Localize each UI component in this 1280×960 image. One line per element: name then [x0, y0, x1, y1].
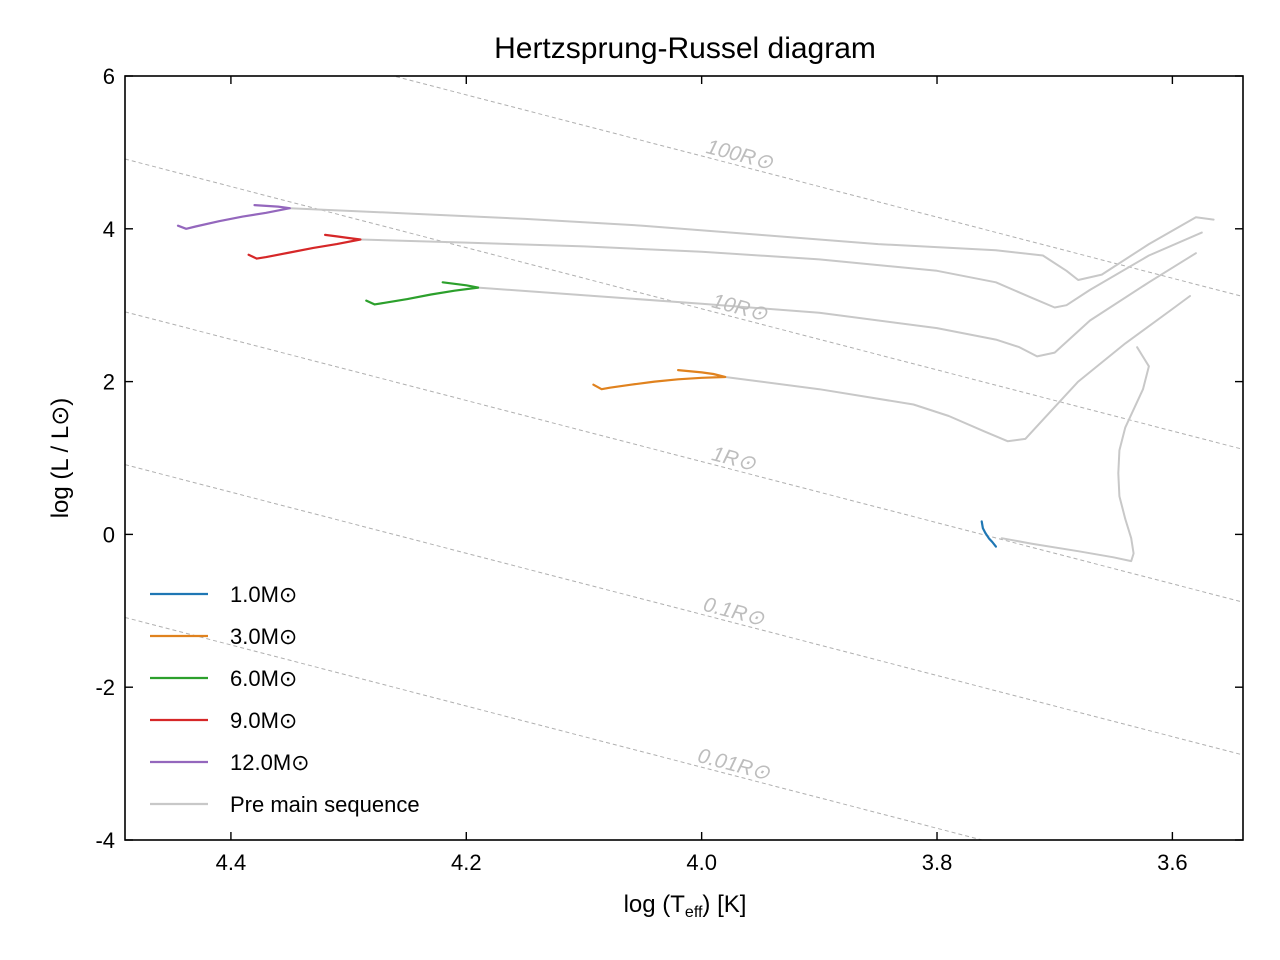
x-tick-label-2: 4.0 [686, 850, 717, 875]
legend-label-3: 9.0M⊙ [230, 708, 297, 733]
series-line-2 [365, 281, 480, 306]
radius-line-4 [125, 616, 985, 840]
series-line-0 [980, 520, 998, 548]
legend-label-4: 12.0M⊙ [230, 750, 310, 775]
pre-main-sequence-track-0 [1000, 346, 1150, 563]
x-tick-label-1: 4.2 [451, 850, 482, 875]
pre-main-sequence-track-1 [724, 295, 1191, 443]
radius-label-4: 0.01R⊙ [695, 744, 772, 785]
y-tick-label-4: -2 [95, 675, 115, 700]
radius-label-2: 1R⊙ [709, 442, 758, 476]
radius-label-0: 100R⊙ [704, 135, 776, 174]
y-tick-label-0: 6 [103, 64, 115, 89]
y-tick-label-2: 2 [103, 370, 115, 395]
radius-line-0 [391, 76, 1243, 298]
x-tick-label-3: 3.8 [922, 850, 953, 875]
series-line-1 [592, 369, 727, 391]
pre-main-sequence-track-3 [359, 231, 1203, 309]
chart-title: Hertzsprung-Russel diagram [494, 32, 876, 65]
y-axis-label: log (L / L⊙) [47, 398, 74, 519]
radius-line-1 [125, 158, 1243, 450]
pre-main-sequence-track-2 [477, 252, 1197, 358]
radius-line-3 [125, 464, 1243, 756]
x-tick-label-4: 3.6 [1157, 850, 1188, 875]
radius-line-2 [125, 311, 1243, 603]
x-axis-label: log (Teff) [K] [624, 891, 747, 921]
y-tick-label-3: 0 [103, 522, 115, 547]
y-tick-label-5: -4 [95, 828, 115, 853]
pre-main-sequence-track-4 [288, 207, 1215, 281]
legend-label-2: 6.0M⊙ [230, 666, 297, 691]
radius-label-1: 10R⊙ [710, 290, 770, 326]
legend-label-0: 1.0M⊙ [230, 582, 297, 607]
plot-frame [124, 75, 1244, 841]
radius-label-3: 0.1R⊙ [701, 593, 767, 631]
series-line-4 [176, 204, 291, 230]
legend: 1.0M⊙ 3.0M⊙ 6.0M⊙ 9.0M⊙ 12.0M⊙ Pre main seque… [150, 582, 420, 817]
legend-label-1: 3.0M⊙ [230, 624, 297, 649]
legend-label-5: Pre main sequence [230, 792, 420, 817]
y-tick-label-1: 4 [103, 217, 115, 242]
series-line-3 [247, 233, 362, 260]
x-tick-label-0: 4.4 [216, 850, 247, 875]
